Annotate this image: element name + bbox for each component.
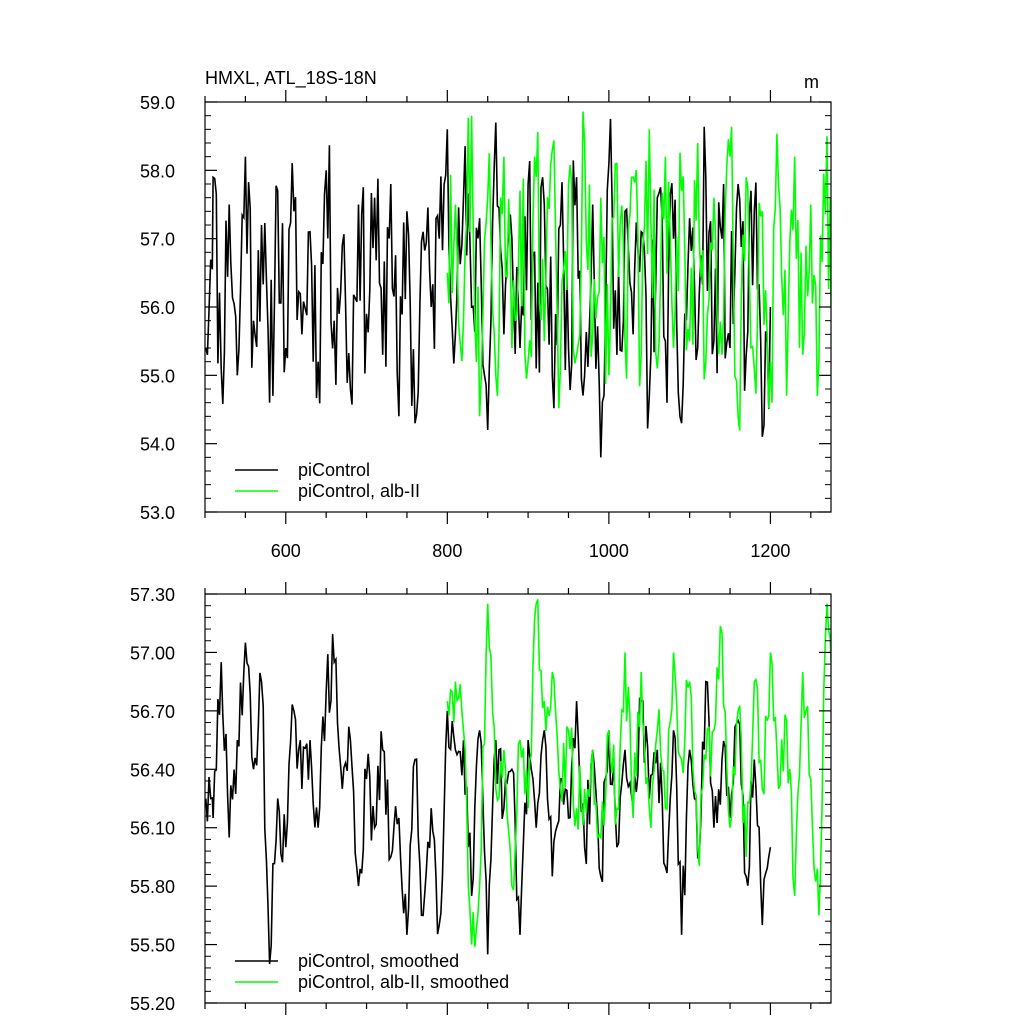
- y-tick-label: 57.00: [130, 643, 175, 663]
- y-tick-label: 55.80: [130, 877, 175, 897]
- y-tick-label: 55.0: [140, 366, 175, 386]
- x-tick-label: 1200: [750, 541, 790, 561]
- x-tick-label: 1000: [589, 541, 629, 561]
- y-tick-label: 56.10: [130, 819, 175, 839]
- units-label: m: [804, 72, 819, 92]
- series-line-top-picontrol-alb-ii: [446, 111, 831, 431]
- x-tick-label: 800: [432, 541, 462, 561]
- y-tick-label: 57.0: [140, 230, 175, 250]
- series-line-bottom-picontrol: [205, 634, 772, 965]
- series-line-bottom-picontrol-alb-ii: [446, 599, 831, 947]
- legend-label: piControl, alb-II, smoothed: [298, 972, 509, 992]
- x-tick-label: 600: [271, 541, 301, 561]
- y-tick-label: 55.50: [130, 936, 175, 956]
- bottom-panel: 55.20 55.50 55.80 56.10 56.40 56.70 57.00 57.30…: [130, 582, 832, 1015]
- y-tick-label: 56.40: [130, 760, 175, 780]
- y-tick-label: 56.0: [140, 298, 175, 318]
- y-tick-label: 54.0: [140, 435, 175, 455]
- y-tick-label: 55.20: [130, 994, 175, 1014]
- top-panel: 53.0 54.0 55.0 56.0 57.0 58.0 59.0 600 800 1000 12…: [140, 68, 832, 561]
- legend-label: piControl, alb-II: [298, 481, 420, 501]
- y-tick-label: 57.30: [130, 585, 175, 605]
- legend-label: piControl, smoothed: [298, 951, 459, 971]
- plot-frame: [204, 593, 832, 1004]
- legend-label: piControl: [298, 460, 370, 480]
- chart-title: HMXL, ATL_18S-18N: [205, 68, 377, 89]
- y-tick-label: 53.0: [140, 503, 175, 523]
- y-tick-label: 56.70: [130, 702, 175, 722]
- y-tick-label: 58.0: [140, 161, 175, 181]
- y-tick-label: 59.0: [140, 93, 175, 113]
